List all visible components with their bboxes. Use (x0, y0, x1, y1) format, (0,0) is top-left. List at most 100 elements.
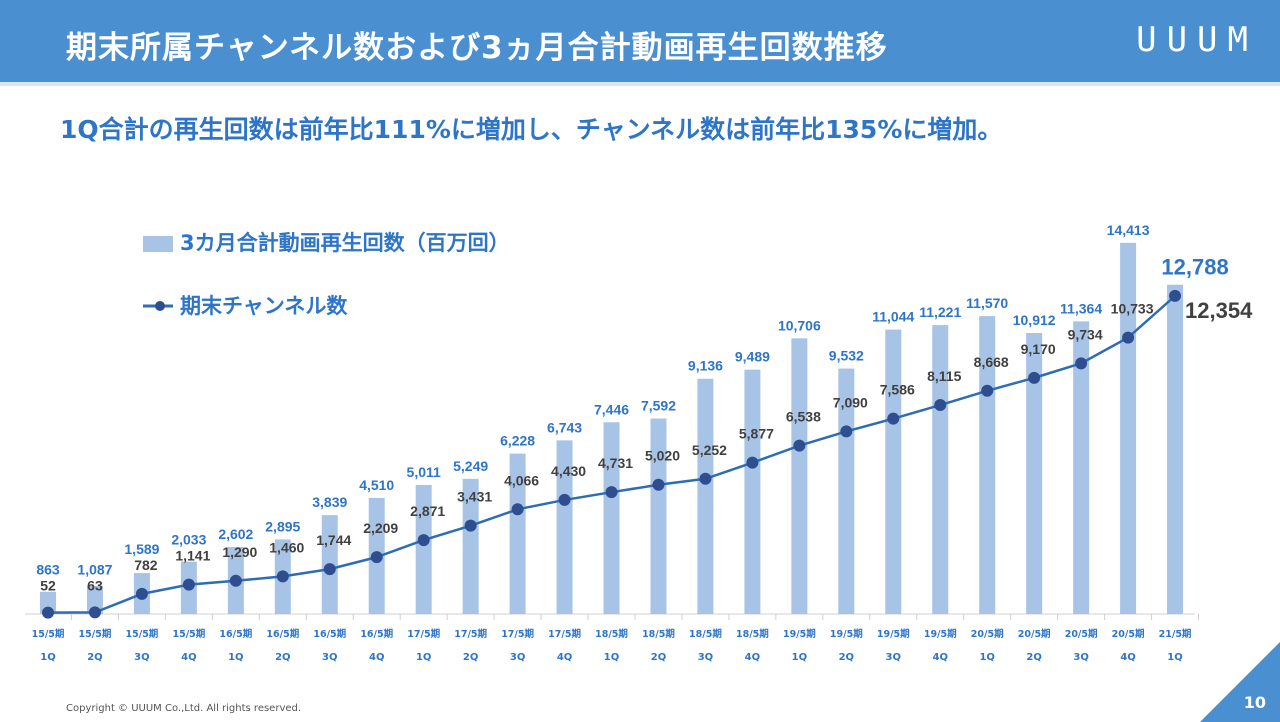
line-value-label: 782 (134, 557, 158, 573)
x-tick-label: 15/5期 (32, 628, 65, 640)
bar-value-label: 6,743 (547, 419, 582, 435)
line-marker (417, 534, 430, 547)
x-tick-label: 4Q (557, 652, 572, 663)
x-tick-label: 2Q (1026, 652, 1041, 663)
line-value-label: 12,354 (1185, 298, 1253, 323)
x-tick-label: 20/5期 (1018, 628, 1051, 640)
x-tick-label: 19/5期 (924, 628, 957, 640)
line-marker (887, 412, 900, 425)
bar-value-label: 11,221 (919, 304, 961, 320)
bar (462, 478, 479, 614)
bar (932, 325, 949, 614)
line-marker (229, 574, 242, 587)
bar-value-label: 5,249 (453, 458, 488, 474)
bar-value-label: 11,570 (966, 295, 1008, 311)
x-tick-label: 17/5期 (454, 628, 487, 640)
line-marker (699, 472, 712, 485)
line-marker (182, 578, 195, 591)
line-marker (746, 456, 759, 469)
x-tick-label: 17/5期 (501, 628, 534, 640)
x-tick-label: 3Q (698, 652, 713, 663)
bar-value-label: 9,136 (688, 358, 723, 374)
x-tick-label: 18/5期 (736, 628, 769, 640)
line-marker (1122, 331, 1135, 344)
line-marker (1169, 289, 1182, 302)
line-marker (42, 606, 54, 619)
legend-line-label: 期末チャンネル数 (180, 294, 348, 318)
bar (509, 453, 526, 614)
bar-value-label: 9,489 (735, 349, 770, 365)
line-marker (981, 384, 994, 397)
line-value-label: 5,877 (739, 426, 774, 442)
line-marker (370, 551, 383, 564)
x-tick-label: 1Q (1167, 652, 1182, 663)
bar-value-label: 7,446 (594, 401, 629, 417)
line-marker (1075, 357, 1088, 370)
x-tick-label: 1Q (792, 652, 807, 663)
line-marker (88, 606, 101, 619)
line-value-label: 6,538 (786, 409, 821, 425)
x-tick-label: 4Q (933, 652, 948, 663)
bar-value-label: 2,895 (265, 518, 300, 534)
bar (744, 369, 761, 614)
line-value-label: 8,668 (974, 354, 1009, 370)
x-tick-label: 2Q (275, 652, 290, 663)
line-value-label: 4,731 (598, 455, 633, 471)
line-value-label: 9,170 (1021, 341, 1056, 357)
bar-value-label: 2,602 (218, 526, 253, 542)
x-tick-label: 4Q (181, 652, 196, 663)
x-tick-label: 20/5期 (971, 628, 1004, 640)
line-value-label: 4,066 (504, 472, 539, 488)
bar (415, 484, 432, 614)
bar-value-label: 4,510 (359, 477, 394, 493)
line-marker (276, 570, 289, 583)
x-tick-label: 1Q (604, 652, 619, 663)
x-tick-label: 16/5期 (313, 628, 346, 640)
line-marker (934, 399, 947, 412)
line-marker (464, 519, 477, 532)
bar-value-label: 6,228 (500, 433, 535, 449)
bar-value-label: 10,912 (1013, 312, 1056, 328)
x-tick-label: 4Q (1120, 652, 1135, 663)
bar-value-label: 10,706 (778, 317, 821, 333)
bar-value-label: 3,839 (312, 494, 347, 510)
x-tick-label: 2Q (839, 652, 854, 663)
line-value-label: 2,209 (363, 520, 398, 536)
bar (1167, 284, 1184, 614)
line-value-label: 63 (87, 577, 103, 593)
x-tick-label: 16/5期 (266, 628, 299, 640)
legend-bar-label: 3カ月合計動画再生回数（百万回） (180, 231, 510, 255)
line-value-label: 5,020 (645, 448, 680, 464)
x-tick-label: 19/5期 (783, 628, 816, 640)
bar-value-label: 863 (36, 562, 60, 578)
bar-value-label: 5,011 (407, 464, 441, 480)
x-tick-label: 18/5期 (689, 628, 722, 640)
x-tick-label: 19/5期 (830, 628, 863, 640)
x-tick-label: 3Q (1073, 652, 1088, 663)
legend-line-marker (155, 301, 165, 311)
bar-value-label: 1,589 (124, 541, 159, 557)
line-value-label: 1,460 (269, 539, 304, 555)
logo: UUUM (1136, 20, 1258, 60)
page-number: 10 (1243, 693, 1266, 712)
line-value-label: 8,115 (927, 368, 961, 384)
bar-value-label: 11,044 (872, 309, 914, 325)
bar (1026, 333, 1043, 614)
line-value-label: 2,871 (410, 503, 445, 519)
line-marker (605, 486, 618, 499)
x-tick-label: 17/5期 (407, 628, 440, 640)
line-value-label: 7,090 (833, 394, 868, 410)
bar-value-label: 9,532 (829, 348, 864, 364)
line-value-label: 52 (40, 578, 56, 594)
x-tick-label: 19/5期 (877, 628, 910, 640)
bar-value-label: 7,592 (641, 398, 676, 414)
legend-bar-swatch (143, 236, 173, 252)
line-value-label: 9,734 (1068, 326, 1103, 342)
bar (603, 422, 620, 614)
bar-value-label: 11,364 (1060, 300, 1102, 316)
page-corner (1200, 642, 1280, 722)
line-marker (511, 503, 524, 516)
x-tick-label: 1Q (416, 652, 431, 663)
bar-value-label: 1,087 (77, 561, 112, 577)
line-marker (1028, 371, 1041, 384)
